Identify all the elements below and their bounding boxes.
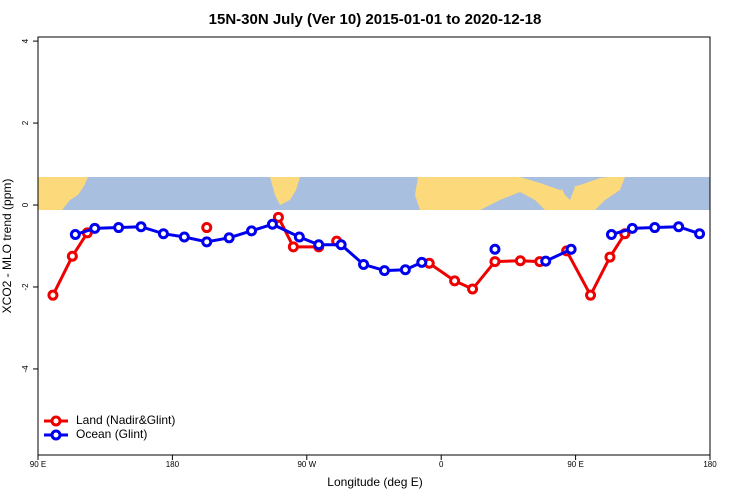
- point: [489, 243, 501, 255]
- point: [467, 283, 479, 295]
- point: [47, 289, 59, 301]
- point: [673, 221, 685, 233]
- point: [694, 228, 706, 240]
- point: [293, 231, 305, 243]
- point: [89, 222, 101, 234]
- y-tick-label: -4: [21, 365, 30, 373]
- x-tick-label: 90 E: [30, 460, 46, 469]
- world-map-band: [38, 177, 710, 210]
- point: [113, 222, 125, 234]
- y-tick-label: 2: [21, 120, 30, 125]
- y-tick-label: 0: [21, 202, 30, 207]
- point: [135, 221, 147, 233]
- legend-marker: [50, 429, 62, 441]
- point: [604, 251, 616, 263]
- point: [378, 265, 390, 277]
- point: [69, 229, 81, 241]
- point: [335, 239, 347, 251]
- x-tick-label: 0: [439, 460, 444, 469]
- legend-label: Land (Nadir&Glint): [76, 413, 175, 427]
- chart-title: 15N-30N July (Ver 10) 2015-01-01 to 2020…: [209, 11, 542, 28]
- point: [540, 255, 552, 267]
- point: [626, 222, 638, 234]
- point: [246, 225, 258, 237]
- legend-label: Ocean (Glint): [76, 427, 147, 441]
- point: [565, 243, 577, 255]
- point: [266, 218, 278, 230]
- point: [489, 256, 501, 268]
- point: [157, 228, 169, 240]
- y-tick-label: 4: [21, 38, 30, 43]
- x-tick-label: 180: [703, 460, 717, 469]
- point: [585, 289, 597, 301]
- point: [514, 255, 526, 267]
- legend-marker: [50, 415, 62, 427]
- y-axis-label: XCO2 - MLO trend (ppm): [0, 179, 14, 314]
- point: [287, 241, 299, 253]
- point: [649, 222, 661, 234]
- point: [449, 275, 461, 287]
- x-tick-label: 90 W: [297, 460, 316, 469]
- point: [66, 250, 78, 262]
- x-axis-label: Longitude (deg E): [327, 475, 422, 489]
- point: [605, 229, 617, 241]
- point: [272, 211, 284, 223]
- point: [399, 264, 411, 276]
- point: [313, 239, 325, 251]
- plot-frame: [37, 36, 711, 456]
- y-tick-label: -2: [21, 283, 30, 291]
- point: [358, 258, 370, 270]
- point: [201, 222, 213, 234]
- point: [201, 236, 213, 248]
- point: [178, 231, 190, 243]
- x-tick-label: 90 E: [567, 460, 583, 469]
- point: [416, 256, 428, 268]
- x-tick-label: 180: [166, 460, 180, 469]
- point: [223, 232, 235, 244]
